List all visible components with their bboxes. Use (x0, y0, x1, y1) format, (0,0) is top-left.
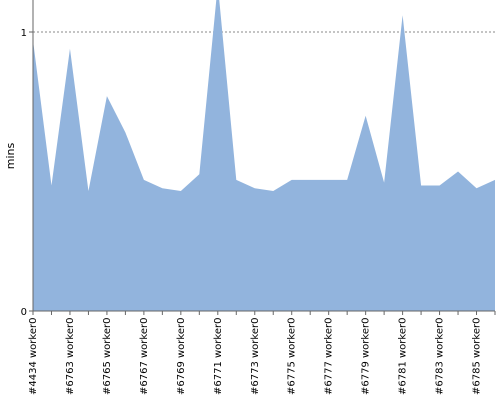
x-tick-label: #6771 worker0 (213, 318, 224, 395)
area-series (33, 0, 495, 311)
x-tick-label: #4434 worker0 (28, 318, 39, 395)
x-tick-label: #6767 worker0 (139, 318, 150, 395)
x-tick-label: #6769 worker0 (176, 318, 187, 395)
x-tick-label: #6779 worker0 (361, 318, 372, 395)
axis-layer (32, 0, 495, 312)
x-tick-label: #6781 worker0 (398, 318, 409, 395)
x-tick-label: #6783 worker0 (435, 318, 446, 395)
x-tick-label: #6773 worker0 (250, 318, 261, 395)
x-ticks: #4434 worker0 #6763 worker0 #6765 worker0 #… (28, 311, 496, 395)
y-tick-label: 1 (21, 28, 27, 39)
y-axis-label: mins (4, 142, 17, 169)
x-tick-label: #6785 worker0 (472, 318, 483, 395)
y-ticks: 01 (21, 28, 33, 318)
x-tick-label: #6765 worker0 (102, 318, 113, 395)
x-tick-label: #6777 worker0 (324, 318, 335, 395)
y-tick-label: 0 (21, 307, 27, 318)
x-tick-label: #6775 worker0 (287, 318, 298, 395)
area-layer (33, 0, 495, 311)
x-tick-label: #6763 worker0 (65, 318, 76, 395)
